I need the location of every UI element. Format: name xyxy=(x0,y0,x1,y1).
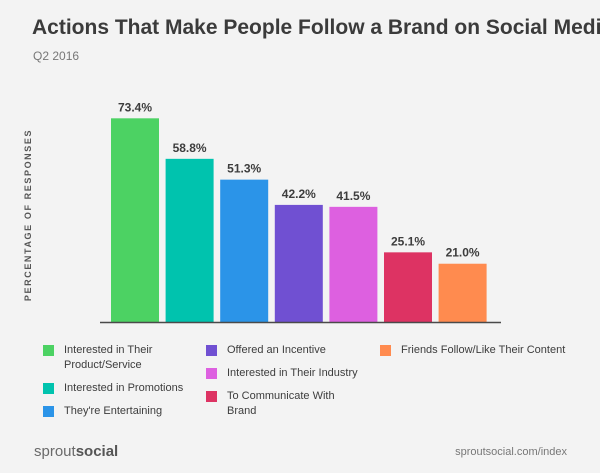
bar xyxy=(274,204,323,322)
legend-item: Interested in Promotions xyxy=(43,381,204,396)
sprout-social-logo: sproutsocial xyxy=(34,443,118,460)
bar-value-label: 21.0% xyxy=(446,246,480,260)
legend-item: Interested in Their Industry xyxy=(206,366,377,381)
legend-label: To Communicate With Brand xyxy=(227,390,335,417)
legend-swatch xyxy=(206,391,217,402)
legend-label: Interested in Promotions xyxy=(64,382,184,394)
bar-value-label: 51.3% xyxy=(227,162,261,176)
bar-value-label: 25.1% xyxy=(391,234,425,248)
legend-swatch xyxy=(43,345,54,356)
legend-item: Friends Follow/Like Their Content xyxy=(380,343,566,358)
legend: Interested in Their Product/Service Inte… xyxy=(43,343,573,423)
footer-url: sproutsocial.com/index xyxy=(455,446,567,458)
legend-swatch xyxy=(380,345,391,356)
bar-value-label: 73.4% xyxy=(118,100,152,114)
bar xyxy=(165,158,214,322)
legend-swatch xyxy=(43,406,54,417)
bar-value-label: 58.8% xyxy=(173,141,207,155)
logo-text-part2: social xyxy=(75,443,119,460)
legend-label: Interested in Their Product/Service xyxy=(64,344,153,371)
chart-title: Actions That Make People Follow a Brand … xyxy=(32,16,600,39)
legend-label: They're Entertaining xyxy=(64,405,163,417)
bar xyxy=(111,118,159,322)
bar xyxy=(438,263,487,322)
bar-value-label: 41.5% xyxy=(336,189,370,203)
legend-swatch xyxy=(43,383,54,394)
bar xyxy=(220,179,269,322)
bar xyxy=(384,252,432,322)
legend-swatch xyxy=(206,368,217,379)
bar xyxy=(329,206,378,322)
legend-label: Interested in Their Industry xyxy=(227,367,358,379)
legend-label: Offered an Incentive xyxy=(227,344,326,356)
legend-item: To Communicate With Brand xyxy=(206,389,339,419)
logo-text-part1: sprout xyxy=(34,443,76,460)
legend-item: Offered an Incentive xyxy=(206,343,367,358)
legend-label: Friends Follow/Like Their Content xyxy=(401,344,566,356)
legend-item: They're Entertaining xyxy=(43,404,204,419)
bar-value-label: 42.2% xyxy=(282,187,316,201)
chart-subtitle: Q2 2016 xyxy=(33,49,80,63)
legend-swatch xyxy=(206,345,217,356)
legend-item: Interested in Their Product/Service xyxy=(43,343,194,373)
